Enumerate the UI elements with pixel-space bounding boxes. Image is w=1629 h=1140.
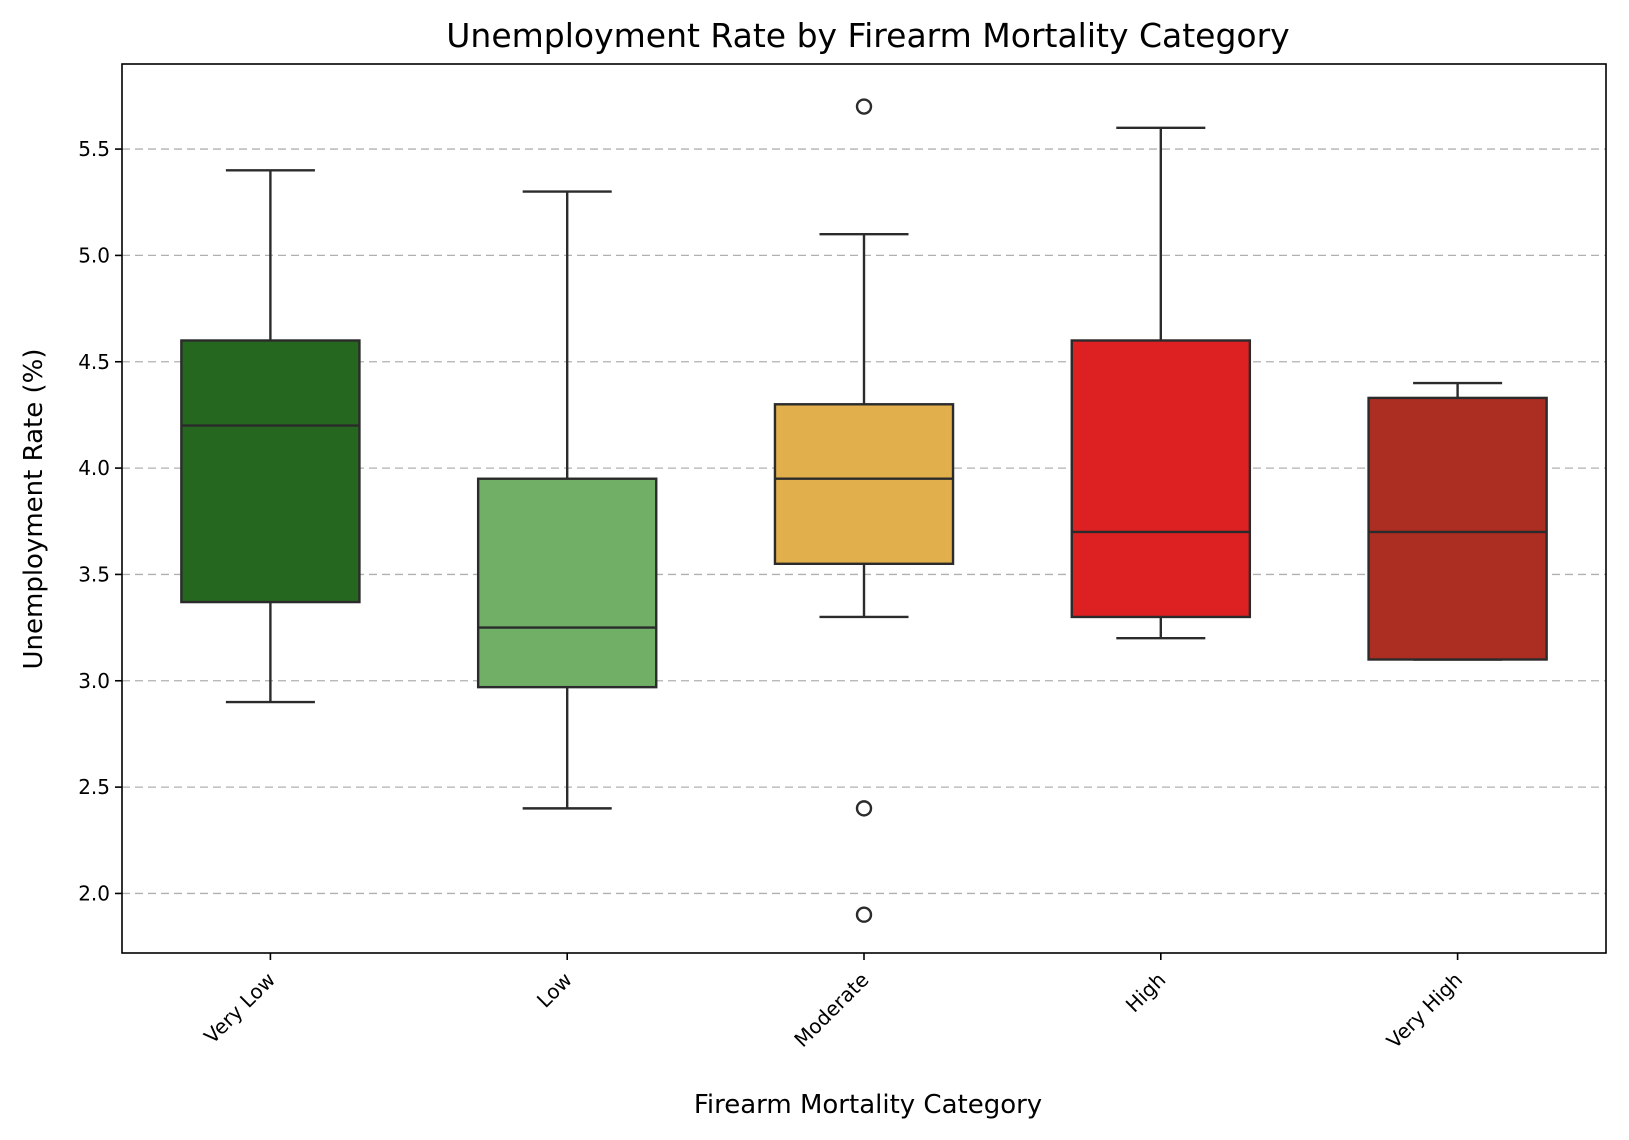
y-tick-label: 2.5: [78, 775, 110, 799]
box-iqr: [1367, 396, 1548, 661]
y-tick-label: 3.5: [78, 562, 110, 586]
y-tick-label: 2.0: [78, 881, 110, 905]
box-group: [1367, 381, 1548, 661]
chart-title: Unemployment Rate by Firearm Mortality C…: [446, 16, 1289, 55]
x-tick-label: Moderate: [789, 968, 873, 1052]
outlier-point: [855, 98, 873, 115]
box-group: [180, 169, 361, 704]
box-group: [476, 190, 658, 810]
box-group: [773, 98, 955, 923]
x-tick-label: High: [1121, 968, 1170, 1017]
y-tick-label: 4.0: [78, 456, 110, 480]
outlier-point: [855, 906, 873, 923]
y-tick-label: 4.5: [78, 350, 110, 374]
box-series: [180, 98, 1548, 923]
x-tick-label: Very High: [1382, 968, 1467, 1053]
y-tick-label: 3.0: [78, 669, 110, 693]
x-tick-label: Very Low: [199, 968, 280, 1049]
box-iqr: [476, 477, 658, 689]
y-axis: 2.0 2.5 3.0 3.5 4.0 4.5 5.0 5.5: [78, 137, 122, 905]
box-iqr: [773, 403, 955, 565]
box-group: [1070, 126, 1252, 640]
box-iqr: [180, 339, 361, 604]
x-axis: Very Low Low Moderate High Very High: [199, 953, 1467, 1053]
x-axis-label: Firearm Mortality Category: [694, 1090, 1042, 1120]
y-tick-label: 5.5: [78, 137, 110, 161]
box-iqr: [1070, 339, 1252, 619]
x-tick-label: Low: [532, 968, 577, 1013]
y-axis-label: Unemployment Rate (%): [19, 349, 49, 670]
y-tick-label: 5.0: [78, 243, 110, 267]
outlier-point: [855, 800, 873, 817]
